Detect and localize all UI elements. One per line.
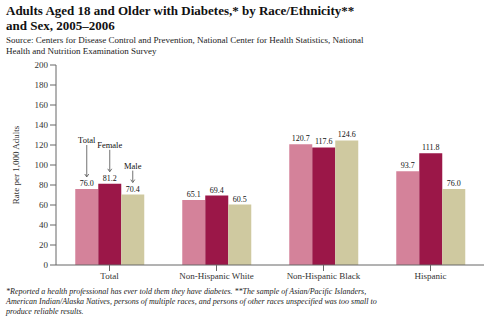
svg-text:Non-Hispanic Black: Non-Hispanic Black <box>287 271 361 281</box>
svg-text:80: 80 <box>39 180 49 190</box>
svg-text:111.8: 111.8 <box>422 143 439 152</box>
svg-text:100: 100 <box>35 160 49 170</box>
svg-text:93.7: 93.7 <box>401 161 415 170</box>
svg-text:Hispanic: Hispanic <box>415 271 447 281</box>
svg-text:0: 0 <box>44 260 49 270</box>
svg-text:Total: Total <box>78 135 96 145</box>
html-text:Source: Centers for Disease Co: Source: Centers for Disease Control and … <box>6 35 364 56</box>
svg-text:Non-Hispanic White: Non-Hispanic White <box>179 271 254 281</box>
svg-text:65.1: 65.1 <box>187 190 201 199</box>
svg-text:117.6: 117.6 <box>315 137 333 146</box>
svg-text:124.6: 124.6 <box>338 130 356 139</box>
svg-text:120: 120 <box>35 140 49 150</box>
svg-text:76.0: 76.0 <box>80 179 94 188</box>
html-text:*Reported a health professiona: *Reported a health professional has ever… <box>6 287 377 316</box>
svg-text:81.2: 81.2 <box>103 174 117 183</box>
svg-text:60.5: 60.5 <box>233 195 247 204</box>
svg-text:20: 20 <box>39 240 49 250</box>
svg-text:40: 40 <box>39 220 49 230</box>
svg-text:Total: Total <box>100 271 119 281</box>
svg-text:Female: Female <box>97 140 122 150</box>
svg-text:76.0: 76.0 <box>447 179 461 188</box>
svg-text:69.4: 69.4 <box>210 186 224 195</box>
svg-text:200: 200 <box>35 60 49 70</box>
svg-text:140: 140 <box>35 120 49 130</box>
html-text:Adults Aged 18 and Older with: Adults Aged 18 and Older with Diabetes,*… <box>6 3 355 33</box>
svg-text:60: 60 <box>39 200 49 210</box>
svg-text:Rate per 1,000 Adults: Rate per 1,000 Adults <box>11 125 21 204</box>
svg-text:120.7: 120.7 <box>292 134 310 143</box>
svg-text:Male: Male <box>124 161 142 171</box>
svg-text:180: 180 <box>35 80 49 90</box>
svg-text:160: 160 <box>35 100 49 110</box>
svg-text:70.4: 70.4 <box>126 185 140 194</box>
